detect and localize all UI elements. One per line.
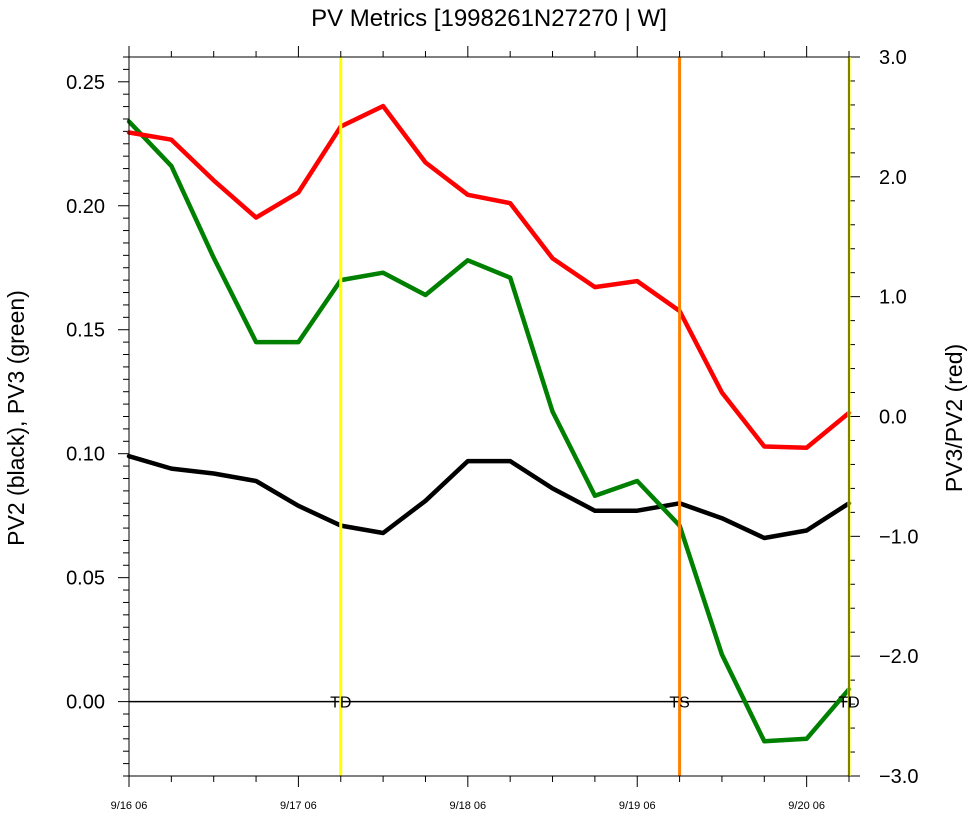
- tick-layer: 0.25 0.20 0.15 0.10 0.05 0.00 3.0 2.0 1.0 0.0 −1.0…: [66, 46, 918, 812]
- event-label: TD: [330, 695, 351, 712]
- series-line-0: [126, 453, 852, 541]
- right-tick-label: −1.0: [879, 526, 918, 548]
- right-axis-label: PV3/PV2 (red): [941, 344, 967, 492]
- right-tick-label: 2.0: [879, 167, 907, 189]
- left-tick-label: 0.15: [66, 320, 105, 342]
- right-tick-label: 1.0: [879, 287, 907, 309]
- left-tick-label: 0.10: [66, 444, 105, 466]
- x-tick-label: 9/16 06: [111, 800, 148, 812]
- series-layer: [126, 103, 852, 744]
- series-line-1: [126, 119, 852, 744]
- x-tick-label: 9/17 06: [280, 800, 317, 812]
- right-tick-label: −2.0: [879, 646, 918, 668]
- chart-title: PV Metrics [1998261N27270 | W]: [311, 5, 667, 32]
- right-tick-label: −3.0: [879, 766, 918, 788]
- series-line-2: [126, 103, 852, 450]
- x-tick-label: 9/19 06: [619, 800, 656, 812]
- right-tick-label: 0.0: [879, 407, 907, 429]
- x-tick-label: 9/18 06: [449, 800, 486, 812]
- x-tick-label: 9/20 06: [788, 800, 825, 812]
- left-tick-label: 0.05: [66, 568, 105, 590]
- left-tick-label: 0.20: [66, 196, 105, 218]
- right-tick-label: 3.0: [879, 47, 907, 69]
- left-tick-label: 0.00: [66, 692, 105, 714]
- left-tick-label: 0.25: [66, 72, 105, 94]
- left-axis-label: PV2 (black), PV3 (green): [3, 290, 29, 546]
- event-label: TS: [669, 695, 689, 712]
- vertical-lines-layer: TD TS TD: [330, 57, 860, 776]
- plot-frame: [128, 56, 850, 777]
